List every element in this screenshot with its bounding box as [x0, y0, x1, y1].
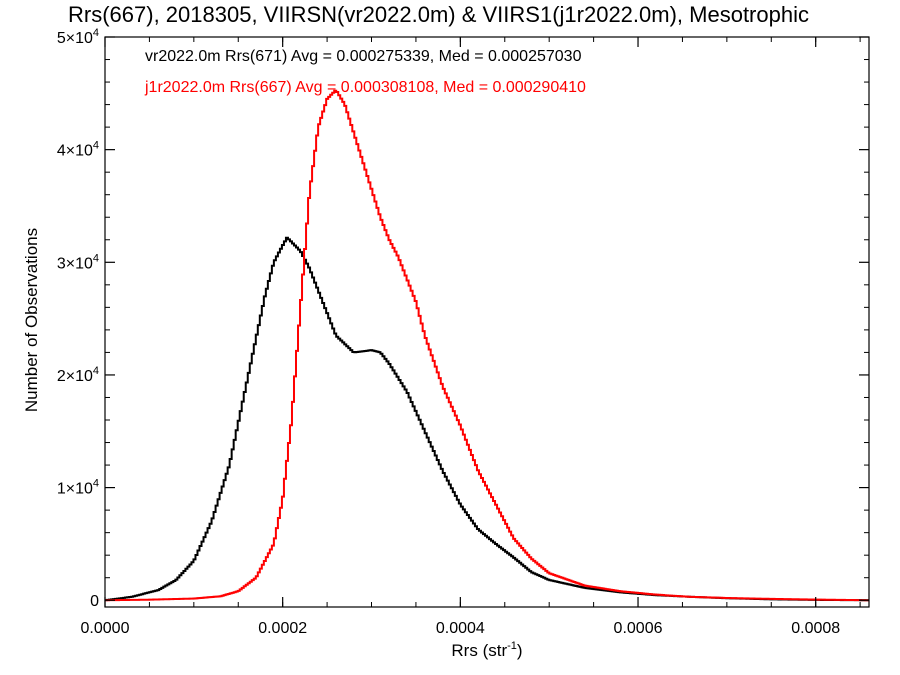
x-tick-label: 0.0008 [791, 620, 840, 637]
x-tick-label: 0.0002 [258, 620, 307, 637]
y-tick-label: 5×104 [57, 27, 99, 47]
legend-entry-j1r2022: j1r2022.0m Rrs(667) Avg = 0.000308108, M… [144, 79, 586, 96]
y-tick-label: 4×104 [57, 140, 99, 160]
y-tick-label: 3×104 [57, 252, 99, 272]
x-axis: 0.0000 0.0002 0.0004 0.0006 0.0008 [81, 37, 861, 637]
x-tick-label: 0.0004 [436, 620, 485, 637]
x-tick-label: 0.0000 [81, 620, 130, 637]
series-layer [105, 89, 869, 602]
series-line-0 [105, 236, 869, 602]
y-axis: 0 1×104 2×104 3×104 4×104 5×104 [57, 27, 869, 610]
chart-title: Rrs(667), 2018305, VIIRSN(vr2022.0m) & V… [68, 2, 809, 27]
x-axis-label-text: Rrs (str [451, 641, 507, 660]
x-tick-label: 0.0006 [614, 620, 663, 637]
plot-frame [104, 36, 870, 608]
series-line-1 [105, 89, 869, 602]
y-axis-label: Number of Observations [22, 228, 41, 412]
x-axis-label-close: ) [517, 641, 523, 660]
x-axis-label-sup: -1 [507, 640, 517, 652]
y-tick-label: 2×104 [57, 365, 99, 385]
y-tick-label: 1×104 [57, 478, 99, 498]
y-tick-label: 0 [90, 593, 99, 610]
x-axis-label: Rrs (str-1) [451, 640, 522, 660]
legend-entry-vr2022: vr2022.0m Rrs(671) Avg = 0.000275339, Me… [145, 48, 582, 65]
